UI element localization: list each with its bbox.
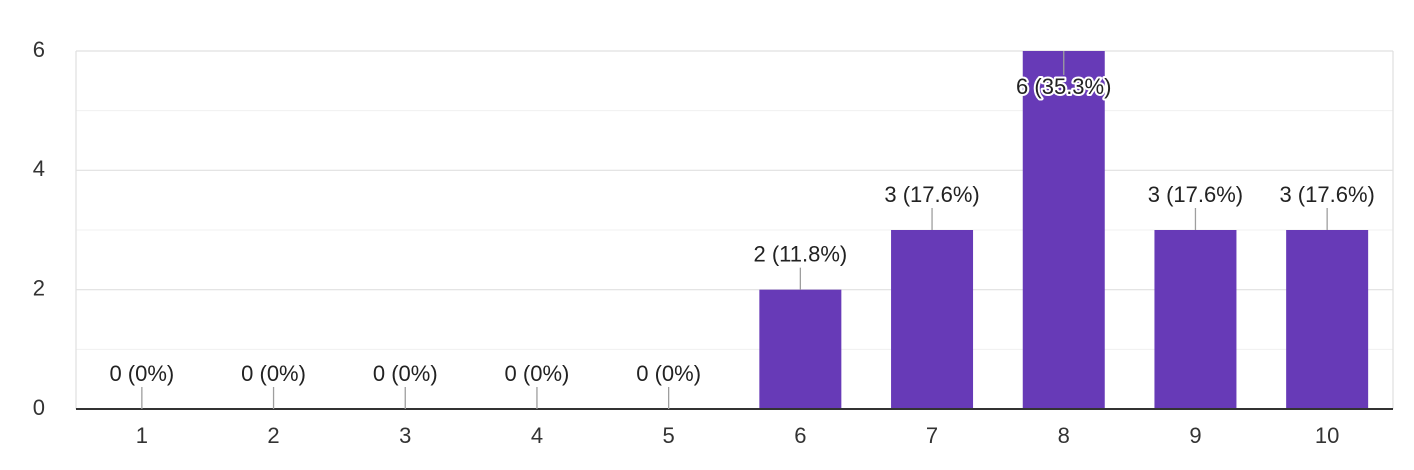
x-tick-label: 10: [1315, 423, 1339, 448]
bar: [1022, 51, 1105, 409]
data-labels: 0 (0%) 0 (0%) 0 (0%) 0 (0%) 0 (0%) 2 (11.8%) 3…: [109, 51, 1375, 409]
bar: [891, 230, 974, 409]
x-tick-label: 8: [1058, 423, 1070, 448]
data-label: 3 (17.6%): [1148, 182, 1243, 207]
bar: [1154, 230, 1237, 409]
y-tick-label: 6: [33, 37, 45, 62]
x-tick-label: 7: [926, 423, 938, 448]
data-label-halo: 6 (35.3%): [1016, 74, 1111, 99]
x-tick-label: 4: [531, 423, 543, 448]
x-tick-label: 9: [1189, 423, 1201, 448]
data-label: 0 (0%): [109, 361, 174, 386]
x-tick-label: 5: [663, 423, 675, 448]
y-tick-label: 0: [33, 395, 45, 420]
x-tick-label: 2: [267, 423, 279, 448]
x-tick-label: 3: [399, 423, 411, 448]
y-tick-label: 4: [33, 156, 45, 181]
x-tick-label: 1: [136, 423, 148, 448]
axes: 0 2 4 6 1 2 3 4 5 6 7 8 9 10: [33, 37, 1393, 448]
bars: [759, 51, 1369, 409]
x-tick-label: 6: [794, 423, 806, 448]
bar: [1286, 230, 1369, 409]
data-label: 2 (11.8%): [753, 241, 847, 266]
data-label: 0 (0%): [636, 361, 701, 386]
data-label: 3 (17.6%): [1279, 182, 1374, 207]
y-tick-label: 2: [33, 275, 45, 300]
data-label: 0 (0%): [373, 361, 438, 386]
data-label: 6 (35.3%): [1016, 74, 1111, 99]
data-label: 0 (0%): [241, 361, 306, 386]
bar: [759, 289, 842, 409]
data-label: 3 (17.6%): [884, 182, 979, 207]
data-label: 0 (0%): [505, 361, 570, 386]
